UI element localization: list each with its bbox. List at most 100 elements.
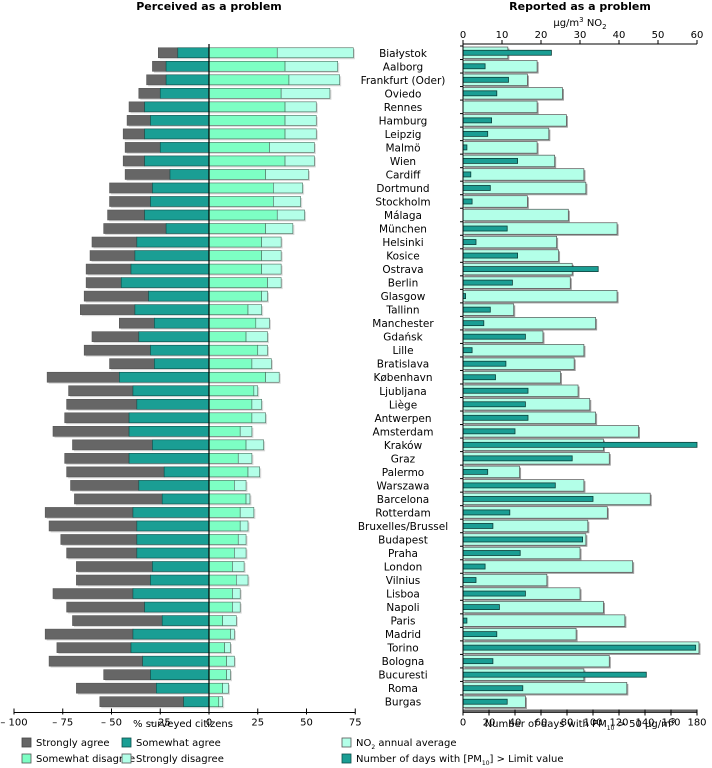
bar-strongly-disagree-frankfurt-oder	[288, 74, 340, 86]
bar-somewhat-agree-bruxelles-brussel	[136, 520, 210, 532]
bar-somewhat-agree-burgas	[183, 696, 210, 708]
bar-somewhat-disagree-bologna	[208, 655, 227, 667]
city-label: Manchester	[372, 318, 434, 330]
bar-strongly-agree-helsinki	[91, 236, 138, 248]
city-label: Malmö	[385, 142, 420, 154]
city-label: London	[384, 562, 423, 574]
right-chart-title: Reported as a problem	[509, 0, 651, 13]
right-bottom-tick-label: 80	[561, 717, 574, 728]
city-label: Aalborg	[383, 61, 423, 73]
bar-strongly-agree-bia-ystok	[158, 47, 179, 59]
city-label: Paris	[391, 616, 416, 628]
bar-strongly-disagree-warszawa	[234, 480, 247, 491]
bar-somewhat-disagree-leipzig	[208, 128, 286, 140]
bar-strongly-disagree-tallinn	[247, 304, 262, 315]
left-x-tick-label: 75	[349, 717, 362, 728]
bar-strongly-disagree-lisboa	[232, 588, 241, 599]
perceived-problem-chart: – 100 – 75 – 50 – 25 0 25 50 75	[0, 44, 362, 728]
city-label: Glasgow	[381, 291, 426, 303]
bar-strongly-agree-lille	[83, 344, 151, 356]
bar-strongly-agree-tallinn	[80, 304, 136, 315]
bar-pm10-days-ljubljana	[462, 387, 529, 394]
left-x-tick-label: 50	[300, 717, 313, 728]
city-label: Ljubljana	[379, 386, 426, 398]
bar-pm10-days-bucuresti	[462, 671, 647, 678]
city-label: Vilnius	[386, 575, 420, 587]
city-label: Budapest	[378, 534, 428, 546]
bar-somewhat-agree-rennes	[144, 101, 210, 113]
bar-strongly-disagree-leipzig	[284, 128, 317, 140]
bar-pm10-days-munchen	[462, 225, 508, 232]
city-label: Leipzig	[385, 129, 422, 141]
bar-pm10-days-bologna	[462, 658, 494, 665]
bar-pm10-days-oviedo	[462, 90, 498, 97]
bar-somewhat-disagree-cardiff	[208, 169, 266, 180]
bar-pm10-days-torino	[462, 644, 697, 651]
bar-somewhat-disagree-wien	[208, 155, 286, 167]
city-label: Białystok	[379, 48, 428, 60]
bar-no2-malaga	[462, 208, 569, 222]
bar-no2-stockholm	[462, 195, 528, 208]
right-top-tick-label: 0	[460, 30, 466, 41]
bar-somewhat-agree-lille	[150, 344, 210, 356]
bar-somewhat-disagree-bucuresti	[208, 669, 227, 680]
bar-somewhat-agree-rotterdam	[132, 507, 210, 518]
bar-strongly-agree-frankfurt-oder	[146, 74, 167, 86]
bar-strongly-disagree-cardiff	[265, 169, 309, 180]
bar-somewhat-disagree-warszawa	[208, 480, 235, 491]
bar-strongly-disagree-hamburg	[284, 115, 317, 126]
right-top-tick-label: 50	[652, 30, 665, 41]
bar-strongly-disagree-bucuresti	[226, 669, 231, 680]
city-label: Bologna	[382, 656, 425, 668]
city-label: Roma	[388, 683, 418, 695]
bar-strongly-disagree-palermo	[247, 466, 260, 478]
bar-somewhat-agree-bucuresti	[150, 669, 210, 680]
bar-strongly-disagree-malaga	[276, 209, 305, 221]
bar-somewhat-agree-liege	[136, 398, 210, 410]
bar-somewhat-agree-k-benhavn	[119, 371, 210, 383]
city-label: Kosice	[386, 251, 419, 263]
right-legend: NO2 annual average Number of days with […	[341, 737, 563, 767]
bar-somewhat-agree-amsterdam	[128, 426, 210, 437]
bar-somewhat-agree-kosice	[134, 250, 210, 261]
bar-pm10-days-ostrava	[462, 266, 599, 272]
city-label: Palermo	[382, 467, 424, 479]
bar-somewhat-agree-glasgow	[148, 290, 210, 302]
bar-somewhat-agree-paris	[161, 615, 210, 626]
bar-strongly-agree-k-benhavn	[46, 371, 120, 383]
bar-somewhat-disagree-bratislava	[208, 358, 253, 370]
right-bottom-tick-label: 40	[509, 717, 522, 728]
bar-strongly-disagree-madrid	[230, 628, 235, 640]
city-label: København	[373, 372, 432, 384]
bar-strongly-disagree-bia-ystok	[276, 47, 354, 59]
bar-somewhat-agree-malaga	[144, 209, 210, 221]
bar-somewhat-agree-berlin	[120, 277, 210, 288]
city-label: Oviedo	[385, 88, 422, 100]
bar-strongly-agree-kosice	[89, 250, 136, 261]
bar-strongly-agree-palermo	[66, 466, 165, 478]
bar-strongly-agree-munchen	[103, 223, 167, 234]
bar-somewhat-agree-dortmund	[152, 182, 210, 194]
bar-strongly-agree-amsterdam	[52, 426, 130, 437]
city-label: München	[379, 224, 427, 236]
bar-somewhat-agree-warszawa	[138, 480, 210, 491]
bar-no2-malmo	[462, 141, 538, 154]
bar-strongly-agree-napoli	[66, 601, 145, 613]
bar-somewhat-disagree-tallinn	[208, 304, 249, 315]
bar-no2-lille	[462, 344, 585, 357]
bar-somewhat-agree-leipzig	[144, 128, 210, 140]
bar-strongly-disagree-ljubljana	[253, 385, 259, 397]
bar-strongly-disagree-torino	[224, 642, 231, 653]
bar-strongly-disagree-wien	[284, 155, 315, 167]
bar-strongly-disagree-antwerpen	[251, 412, 266, 424]
bar-somewhat-disagree-ostrava	[208, 263, 262, 275]
bar-no2-helsinki	[462, 235, 557, 249]
bar-pm10-days-vilnius	[462, 577, 477, 583]
bar-pm10-days-bratislava	[462, 360, 507, 367]
bar-strongly-disagree-napoli	[232, 601, 241, 613]
city-label: Warszawa	[377, 480, 430, 492]
bar-pm10-days-berlin	[462, 279, 513, 286]
city-label: Dortmund	[376, 183, 429, 195]
bar-strongly-agree-ostrava	[85, 263, 132, 275]
bar-strongly-disagree-ostrava	[261, 263, 282, 275]
